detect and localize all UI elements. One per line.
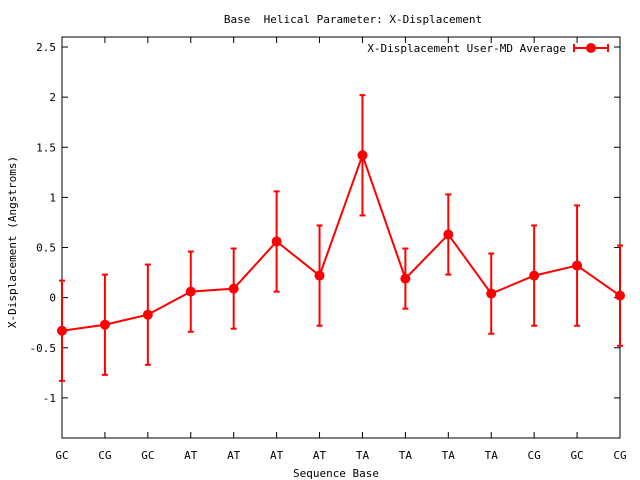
series-layer	[57, 94, 625, 382]
x-tick-label: AT	[227, 449, 241, 462]
x-tick-label: AT	[184, 449, 198, 462]
x-axis-ticks: GC CG GC AT AT AT AT TA TA TA TA CG GC CG	[55, 37, 627, 462]
legend-sample	[573, 43, 609, 53]
y-tick-label: 1.5	[36, 141, 56, 154]
data-point	[572, 260, 583, 271]
y-tick-label: 2.5	[36, 41, 56, 54]
y-tick-label: -1	[43, 392, 56, 405]
x-tick-label: CG	[613, 449, 626, 462]
data-point	[142, 309, 153, 320]
x-tick-label: GC	[55, 449, 68, 462]
legend-label: X-Displacement User-MD Average	[367, 42, 566, 55]
data-point	[314, 270, 325, 281]
data-point	[185, 286, 196, 297]
data-point	[228, 283, 239, 294]
y-tick-label: -0.5	[30, 342, 57, 355]
legend: X-Displacement User-MD Average	[367, 42, 609, 55]
x-tick-label: CG	[528, 449, 541, 462]
y-tick-label: 1	[49, 191, 56, 204]
x-tick-label: TA	[399, 449, 413, 462]
x-tick-label: TA	[442, 449, 456, 462]
x-tick-label: AT	[313, 449, 327, 462]
x-tick-label: TA	[356, 449, 370, 462]
data-point	[99, 319, 110, 330]
data-point	[486, 288, 497, 299]
x-tick-label: GC	[570, 449, 583, 462]
chart-title: Base Helical Parameter: X-Displacement	[224, 13, 482, 26]
x-axis-label: Sequence Base	[293, 467, 379, 480]
legend-marker	[586, 43, 596, 53]
x-tick-label: TA	[485, 449, 499, 462]
plot-frame	[61, 36, 621, 439]
y-tick-label: 0.5	[36, 242, 56, 255]
y-axis-ticks: 2.5 2 1.5 1 0.5 0 -0.5 -1	[30, 41, 620, 405]
y-axis-label: X-Displacement (Angstroms)	[6, 156, 19, 328]
data-point	[529, 270, 540, 281]
data-point	[357, 150, 368, 161]
series-line	[61, 152, 621, 332]
data-point	[271, 236, 282, 247]
y-tick-label: 2	[49, 91, 56, 104]
data-point	[443, 229, 454, 240]
x-tick-label: AT	[270, 449, 284, 462]
x-tick-label: CG	[98, 449, 111, 462]
data-point	[400, 273, 411, 284]
data-point	[57, 325, 67, 336]
y-tick-label: 0	[49, 292, 56, 305]
data-point	[615, 290, 625, 301]
x-tick-label: GC	[141, 449, 154, 462]
